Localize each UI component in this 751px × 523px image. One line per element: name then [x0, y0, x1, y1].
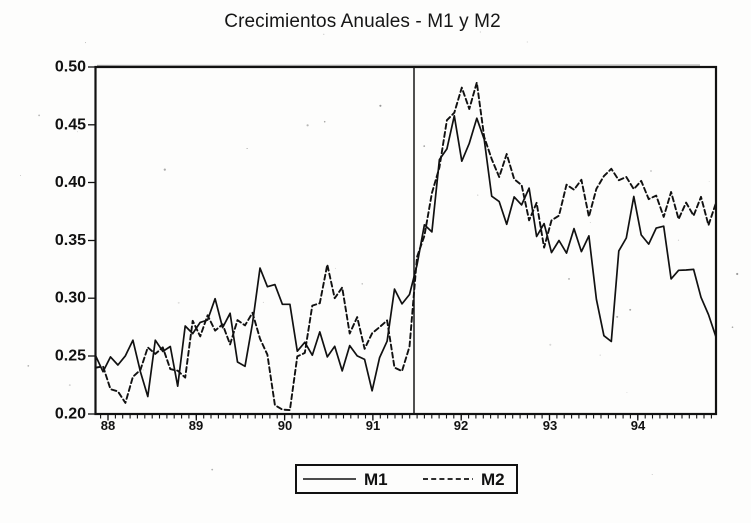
svg-text:0.25: 0.25: [55, 348, 86, 365]
svg-text:0.50: 0.50: [55, 59, 86, 76]
svg-text:90: 90: [278, 418, 292, 433]
svg-text:0.20: 0.20: [55, 406, 86, 423]
svg-text:92: 92: [454, 418, 468, 433]
svg-text:91: 91: [366, 418, 380, 433]
svg-text:0.30: 0.30: [55, 290, 86, 307]
svg-text:93: 93: [543, 418, 557, 433]
svg-text:0.45: 0.45: [55, 116, 86, 133]
svg-text:94: 94: [631, 418, 646, 433]
svg-text:89: 89: [189, 418, 203, 433]
svg-text:M1: M1: [364, 470, 388, 489]
svg-text:M2: M2: [481, 470, 505, 489]
svg-text:0.35: 0.35: [55, 232, 86, 249]
svg-text:0.40: 0.40: [55, 174, 86, 191]
svg-text:88: 88: [101, 418, 115, 433]
